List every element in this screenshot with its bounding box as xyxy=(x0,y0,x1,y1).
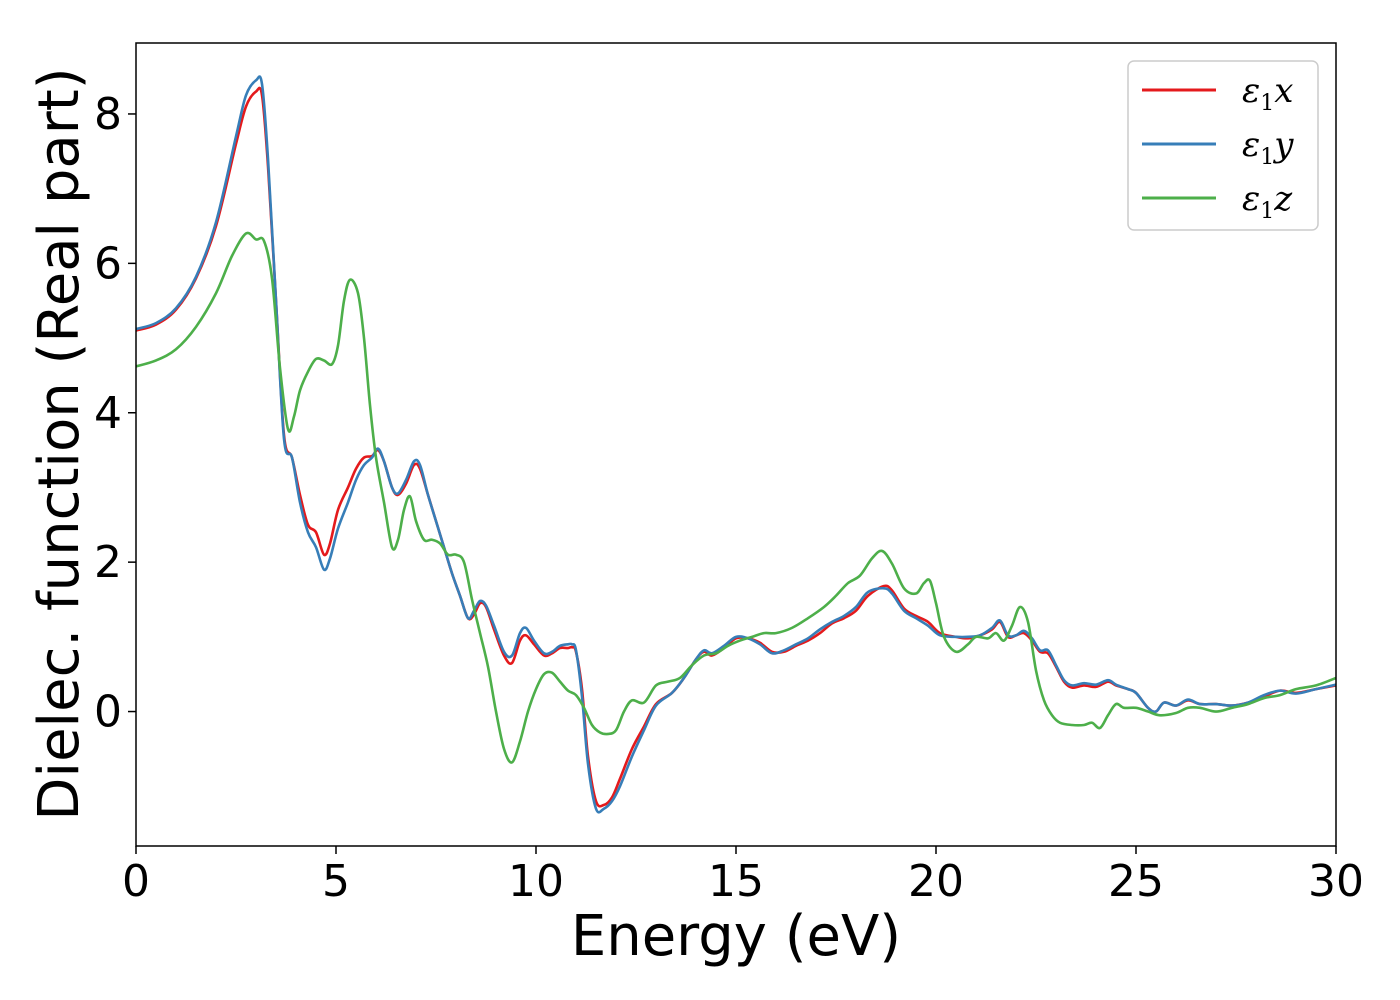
legend-box xyxy=(1127,60,1319,231)
x-tick-label: 10 xyxy=(508,856,564,907)
x-tick-label: 30 xyxy=(1308,856,1364,907)
x-tick-label: 25 xyxy=(1108,856,1164,907)
y-tick-label: 8 xyxy=(94,89,122,140)
y-tick-label: 2 xyxy=(94,537,122,588)
series-line-y xyxy=(136,75,1336,814)
x-tick-label: 15 xyxy=(708,856,764,907)
x-tick-label: 5 xyxy=(322,856,350,907)
series-line-x xyxy=(136,86,1336,808)
x-axis-title: Energy (eV) xyxy=(571,904,901,969)
x-tick-label: 0 xyxy=(122,856,150,907)
series-line-z xyxy=(136,231,1336,764)
y-tick-label: 6 xyxy=(94,238,122,289)
y-axis: 0 2 4 6 8 xyxy=(94,89,136,738)
legend-label-x: ε1x xyxy=(1242,71,1293,116)
legend-label-z: ε1z xyxy=(1242,179,1293,224)
y-tick-label: 0 xyxy=(94,687,122,738)
y-tick-label: 4 xyxy=(94,388,122,439)
x-axis: 0 5 10 15 20 25 30 xyxy=(122,846,1364,907)
y-axis-title: Dielec. function (Real part) xyxy=(27,67,92,820)
series-layer xyxy=(136,75,1336,814)
x-tick-label: 20 xyxy=(908,856,964,907)
legend: ε1x ε1y ε1z xyxy=(1127,60,1319,231)
legend-label-y: ε1y xyxy=(1242,125,1294,170)
